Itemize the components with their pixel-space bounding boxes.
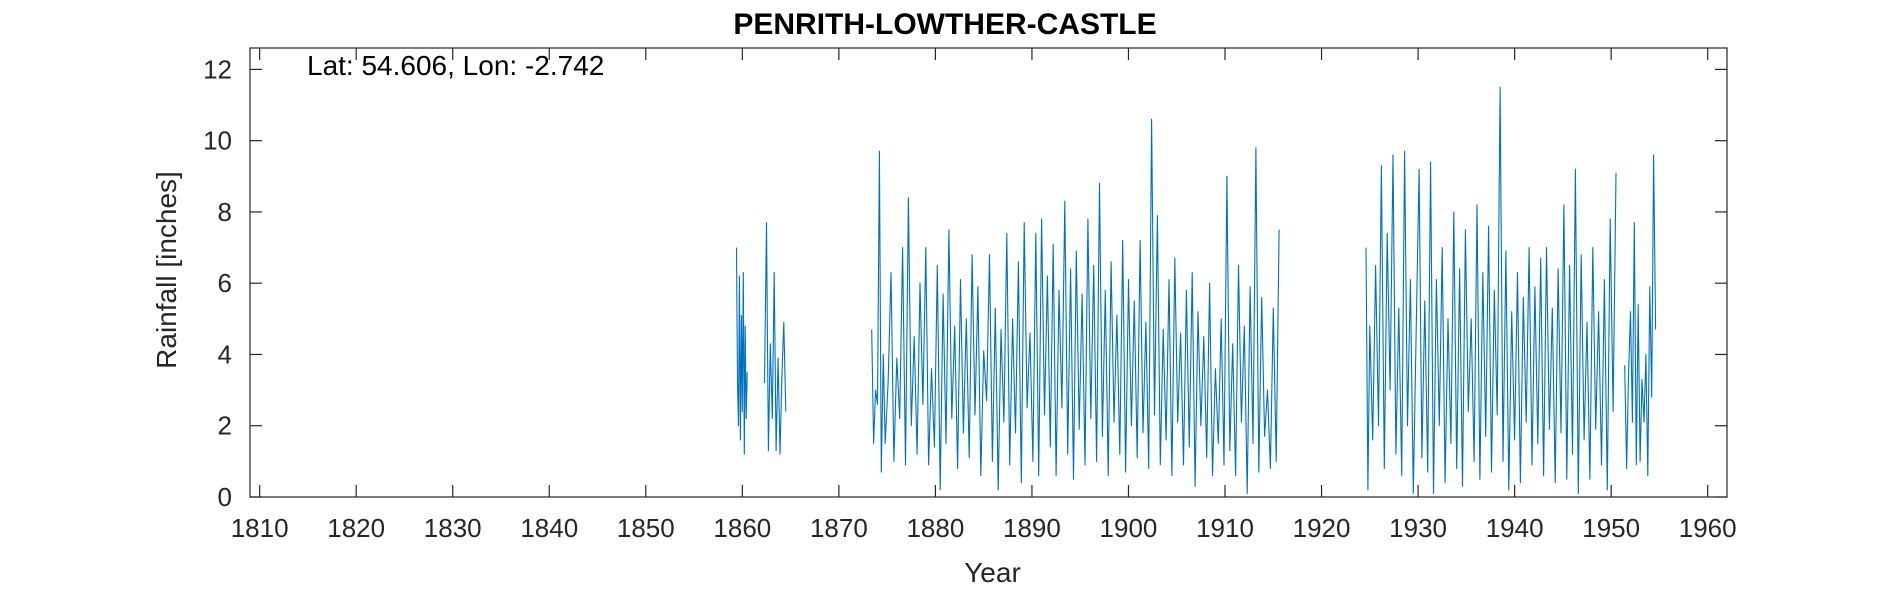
x-tick-label: 1830 [424, 513, 482, 543]
chart-title: PENRITH-LOWTHER-CASTLE [733, 8, 1157, 41]
y-tick-label: 10 [203, 126, 232, 156]
y-tick-label: 0 [218, 482, 232, 512]
plot-frame [249, 47, 1728, 498]
y-tick-label: 12 [203, 54, 232, 84]
rainfall-series-segment [1624, 154, 1657, 477]
y-axis-label: Rainfall [inches] [151, 171, 182, 369]
x-tick-label: 1910 [1196, 513, 1254, 543]
x-tick-label: 1860 [713, 513, 771, 543]
rainfall-series-segment [871, 118, 1280, 494]
y-tick-label: 2 [218, 411, 232, 441]
x-tick-label: 1840 [520, 513, 578, 543]
x-axis-label: Year [964, 557, 1021, 588]
rainfall-series-segment [1365, 86, 1617, 494]
x-tick-label: 1810 [231, 513, 289, 543]
x-tick-label: 1870 [810, 513, 868, 543]
x-tick-label: 1940 [1486, 513, 1544, 543]
x-tick-label: 1960 [1679, 513, 1737, 543]
y-tick-label: 4 [218, 339, 232, 369]
x-tick-label: 1950 [1582, 513, 1640, 543]
x-tick-label: 1900 [1100, 513, 1158, 543]
rainfall-series-segment [735, 247, 748, 455]
rainfall-series-segment [763, 222, 787, 455]
x-tick-label: 1920 [1293, 513, 1351, 543]
y-tick-label: 8 [218, 197, 232, 227]
x-tick-label: 1930 [1389, 513, 1447, 543]
x-tick-label: 1850 [617, 513, 675, 543]
x-tick-label: 1880 [906, 513, 964, 543]
x-tick-label: 1820 [327, 513, 385, 543]
y-tick-label: 6 [218, 268, 232, 298]
x-tick-label: 1890 [1003, 513, 1061, 543]
coordinates-annotation: Lat: 54.606, Lon: -2.742 [307, 50, 605, 81]
